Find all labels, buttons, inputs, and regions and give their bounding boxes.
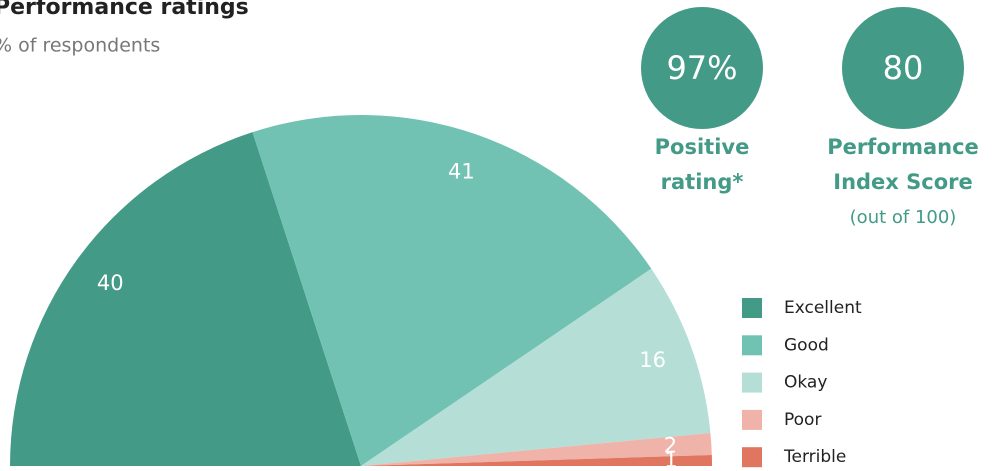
- slice-label: 41: [448, 160, 475, 184]
- legend-label: Terrible: [783, 447, 846, 467]
- kpi-note: (out of 100): [850, 207, 957, 228]
- slice: [252, 115, 652, 466]
- kpi-circle: [842, 7, 964, 129]
- kpi-label: Performance: [827, 135, 979, 159]
- legend-swatch: [742, 447, 762, 468]
- legend-swatch: [742, 335, 762, 356]
- legend-label: Okay: [784, 373, 827, 393]
- legend-label: Excellent: [784, 298, 862, 318]
- slice-label: 2: [664, 434, 677, 458]
- kpi-value: 97%: [666, 49, 737, 87]
- legend-label: Good: [784, 335, 829, 355]
- legend-label: Poor: [784, 410, 821, 430]
- chart-subtitle: % of respondents: [0, 35, 160, 57]
- kpi-label: Index Score: [833, 170, 973, 194]
- slice: [10, 132, 361, 466]
- kpi-value: 80: [883, 49, 924, 87]
- legend-swatch: [742, 372, 762, 393]
- slice: [361, 432, 712, 466]
- legend-swatch: [742, 298, 762, 318]
- slice-label: 16: [639, 348, 666, 372]
- kpi-label: Positive: [655, 135, 750, 159]
- slice-label: 1: [664, 448, 677, 471]
- kpi-circle: [641, 7, 763, 129]
- slice: [361, 268, 711, 466]
- slice: [361, 454, 712, 466]
- chart-title: Performance ratings: [0, 0, 249, 20]
- legend-swatch: [742, 409, 762, 430]
- kpi-label: rating*: [661, 170, 744, 194]
- slice-label: 40: [97, 271, 124, 295]
